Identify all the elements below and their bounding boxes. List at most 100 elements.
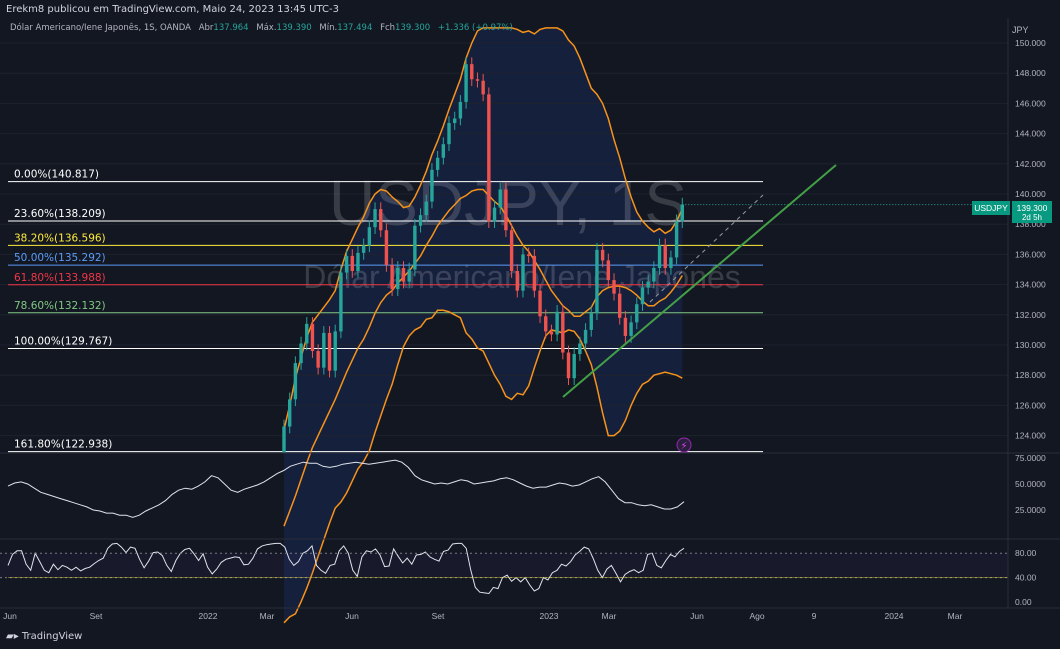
price-tick-label: 134.000 [1015,280,1046,290]
candle-body [549,331,554,335]
candle-body [640,287,645,305]
time-tick-label: Mar [602,611,617,621]
candle-body [339,272,343,332]
indicator-line [7,459,685,518]
bollinger-mid [283,188,683,527]
price-tick-label: 128.000 [1015,370,1046,380]
time-tick-label: Jun [690,611,704,621]
price-tick-label: 150.000 [1015,38,1046,48]
candle-body [578,343,582,355]
candle-body [333,331,337,371]
price-tick-label: 136.000 [1015,249,1046,259]
price-label-countdown: 2d 5h [1022,213,1042,222]
price-tick-label: 138.000 [1015,219,1046,229]
candle-body [600,249,605,261]
high-label: Máx. [256,23,277,33]
time-tick-label: Mar [260,611,275,621]
price-label-value: 139.300 [1017,203,1048,213]
bollinger-fill [284,27,683,623]
candle-body [583,329,588,344]
indicator-pane-1: 75.0000 50.0000 25.0000 [7,453,1046,518]
price-tick-label: 140.000 [1015,189,1046,199]
candle-body [470,64,474,80]
candle-body [435,157,440,170]
candle-body [305,323,309,344]
time-tick-label: 2024 [885,611,904,621]
candle-body [606,260,611,281]
time-tick-label: Set [432,611,445,621]
candle-body [322,332,326,368]
trendlines[interactable] [562,164,837,398]
price-tick-label: 142.000 [1015,159,1046,169]
axes: 150.000 148.000 146.000 144.000 142.000 140.0… [0,18,1060,621]
projection-line[interactable] [649,194,764,303]
price-tick-label: 126.000 [1015,400,1046,410]
trendline[interactable] [562,164,837,398]
low-value: 137.494 [337,23,373,33]
candle-body [447,123,451,145]
candle-body [646,281,650,288]
price-label-symbol: USDJPY [974,203,1008,213]
bollinger-bands [283,27,683,624]
high-value: 139.390 [276,23,312,33]
candle-body [401,267,406,282]
candle-body [612,280,616,294]
brand-text: TradingView [21,631,83,642]
close-value: 139.300 [395,23,431,33]
candle-body [424,201,428,216]
candle-body [623,317,628,336]
candle-body [504,189,508,231]
candle-body [310,323,315,352]
candle-body [384,230,389,265]
price-label-symbol-box [972,201,1010,215]
fib-label: 161.80%(122.938) [14,439,112,451]
bollinger-lower [283,309,683,624]
candle-body [652,267,656,282]
price-label-value-box [1012,201,1052,223]
change-value: +1.336 (+0.97%) [437,23,513,33]
candle-body [316,351,320,368]
lightning-icon[interactable] [676,437,692,453]
candle-body [407,269,411,282]
candle-body [287,399,292,427]
indicator-tick-label: 0.00 [1015,597,1032,607]
candle-body [618,293,622,318]
tradingview-logo-icon: ▰▸ [6,631,19,642]
fib-label: 61.80%(133.988) [14,272,106,284]
alert-button[interactable]: ⚡ [676,437,692,453]
bollinger-fill-area [284,27,683,623]
open-label: Abr [198,23,214,33]
candle-body [356,252,360,272]
publish-info: Erekm8 publicou em TradingView.com, Maio… [6,4,339,15]
low-label: Mín. [319,23,338,33]
time-tick-label: Jun [3,611,17,621]
time-tick-label: Mar [948,611,963,621]
price-tick-label: 146.000 [1015,98,1046,108]
fib-label: 100.00%(129.767) [14,336,112,348]
indicator-tick-label: 75.0000 [1015,453,1046,463]
candle-body [572,354,576,379]
candles[interactable] [282,57,1008,453]
candle-body [521,254,525,291]
candle-body [379,209,383,231]
time-tick-label: Ago [749,611,764,621]
symbol-description: Dólar Americano/Iene Japonês, 1S, OANDA [10,23,191,33]
candle-body [390,264,394,290]
candle-body [589,313,593,330]
candle-body [544,316,548,332]
fib-label: 50.00%(135.292) [14,252,106,264]
candle-body [492,207,497,222]
indicator-tick-label: 80.00 [1015,548,1037,558]
candle-body [538,290,542,317]
fib-label: 38.20%(136.596) [14,232,106,244]
price-tick-label: 148.000 [1015,68,1046,78]
tradingview-brand: ▰▸ TradingView [6,631,82,642]
candle-body [350,255,354,272]
candle-body [481,80,485,95]
candle-body [299,343,303,364]
time-tick-label: 2023 [540,611,559,621]
candle-body [418,215,423,226]
candle-body [282,426,286,453]
ohlc-legend: Dólar Americano/Iene Japonês, 1S, OANDA … [10,23,513,33]
